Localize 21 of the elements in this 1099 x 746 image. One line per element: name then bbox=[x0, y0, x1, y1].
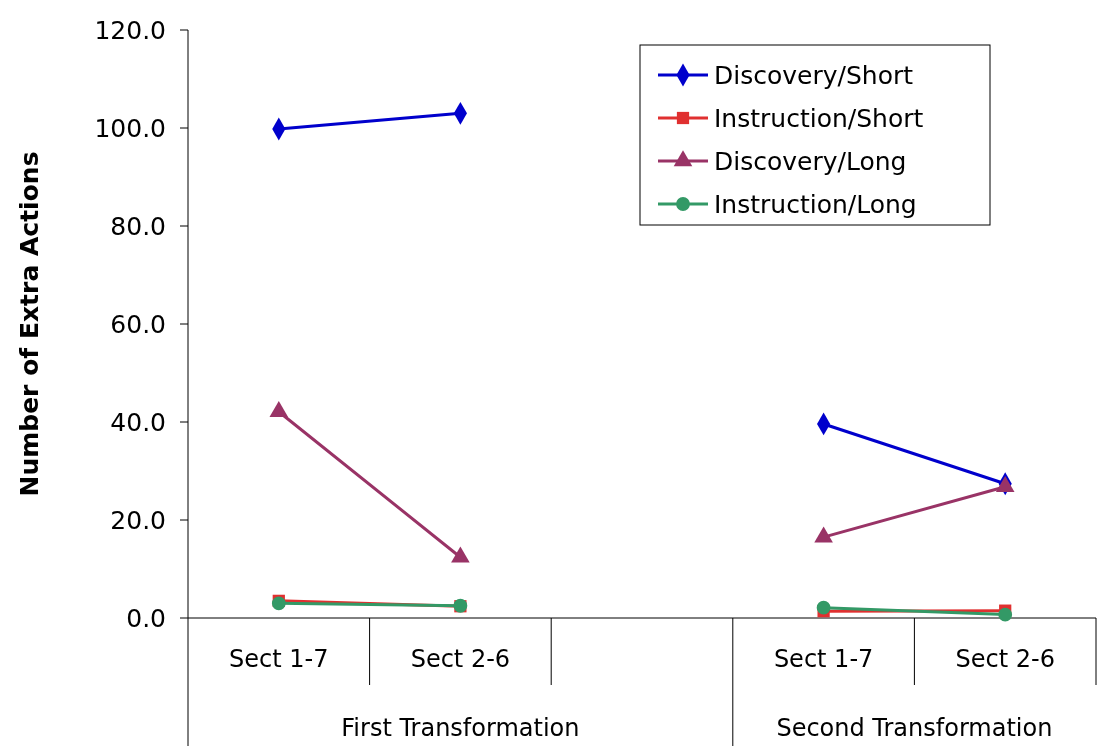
point bbox=[816, 600, 831, 615]
legend-label: Instruction/Long bbox=[714, 189, 917, 219]
y-axis-title: Number of Extra Actions bbox=[15, 151, 44, 497]
point bbox=[998, 607, 1013, 622]
y-tick-label: 120.0 bbox=[94, 15, 166, 45]
text: Second Transformation bbox=[776, 714, 1053, 742]
x-tick-label: Sect 2-6 bbox=[410, 645, 511, 673]
legend-label: Instruction/Short bbox=[714, 103, 924, 133]
y-tick-label: 40.0 bbox=[110, 407, 166, 437]
y-tick-label: 20.0 bbox=[110, 505, 166, 535]
y-tick-label: 80.0 bbox=[110, 211, 166, 241]
legend-label: Discovery/Short bbox=[714, 60, 914, 90]
point bbox=[271, 596, 286, 611]
x-tick-label: Sect 1-7 bbox=[229, 645, 329, 673]
x-tick-label: Sect 2-6 bbox=[955, 645, 1055, 673]
y-tick-label: 100.0 bbox=[94, 113, 166, 143]
text: First Transformation bbox=[341, 714, 580, 742]
legend-label: Discovery/Long bbox=[714, 146, 907, 176]
x-tick-label: Sect 1-7 bbox=[773, 645, 874, 673]
y-tick-label: 0.0 bbox=[126, 603, 166, 633]
y-tick-label: 60.0 bbox=[110, 309, 166, 339]
